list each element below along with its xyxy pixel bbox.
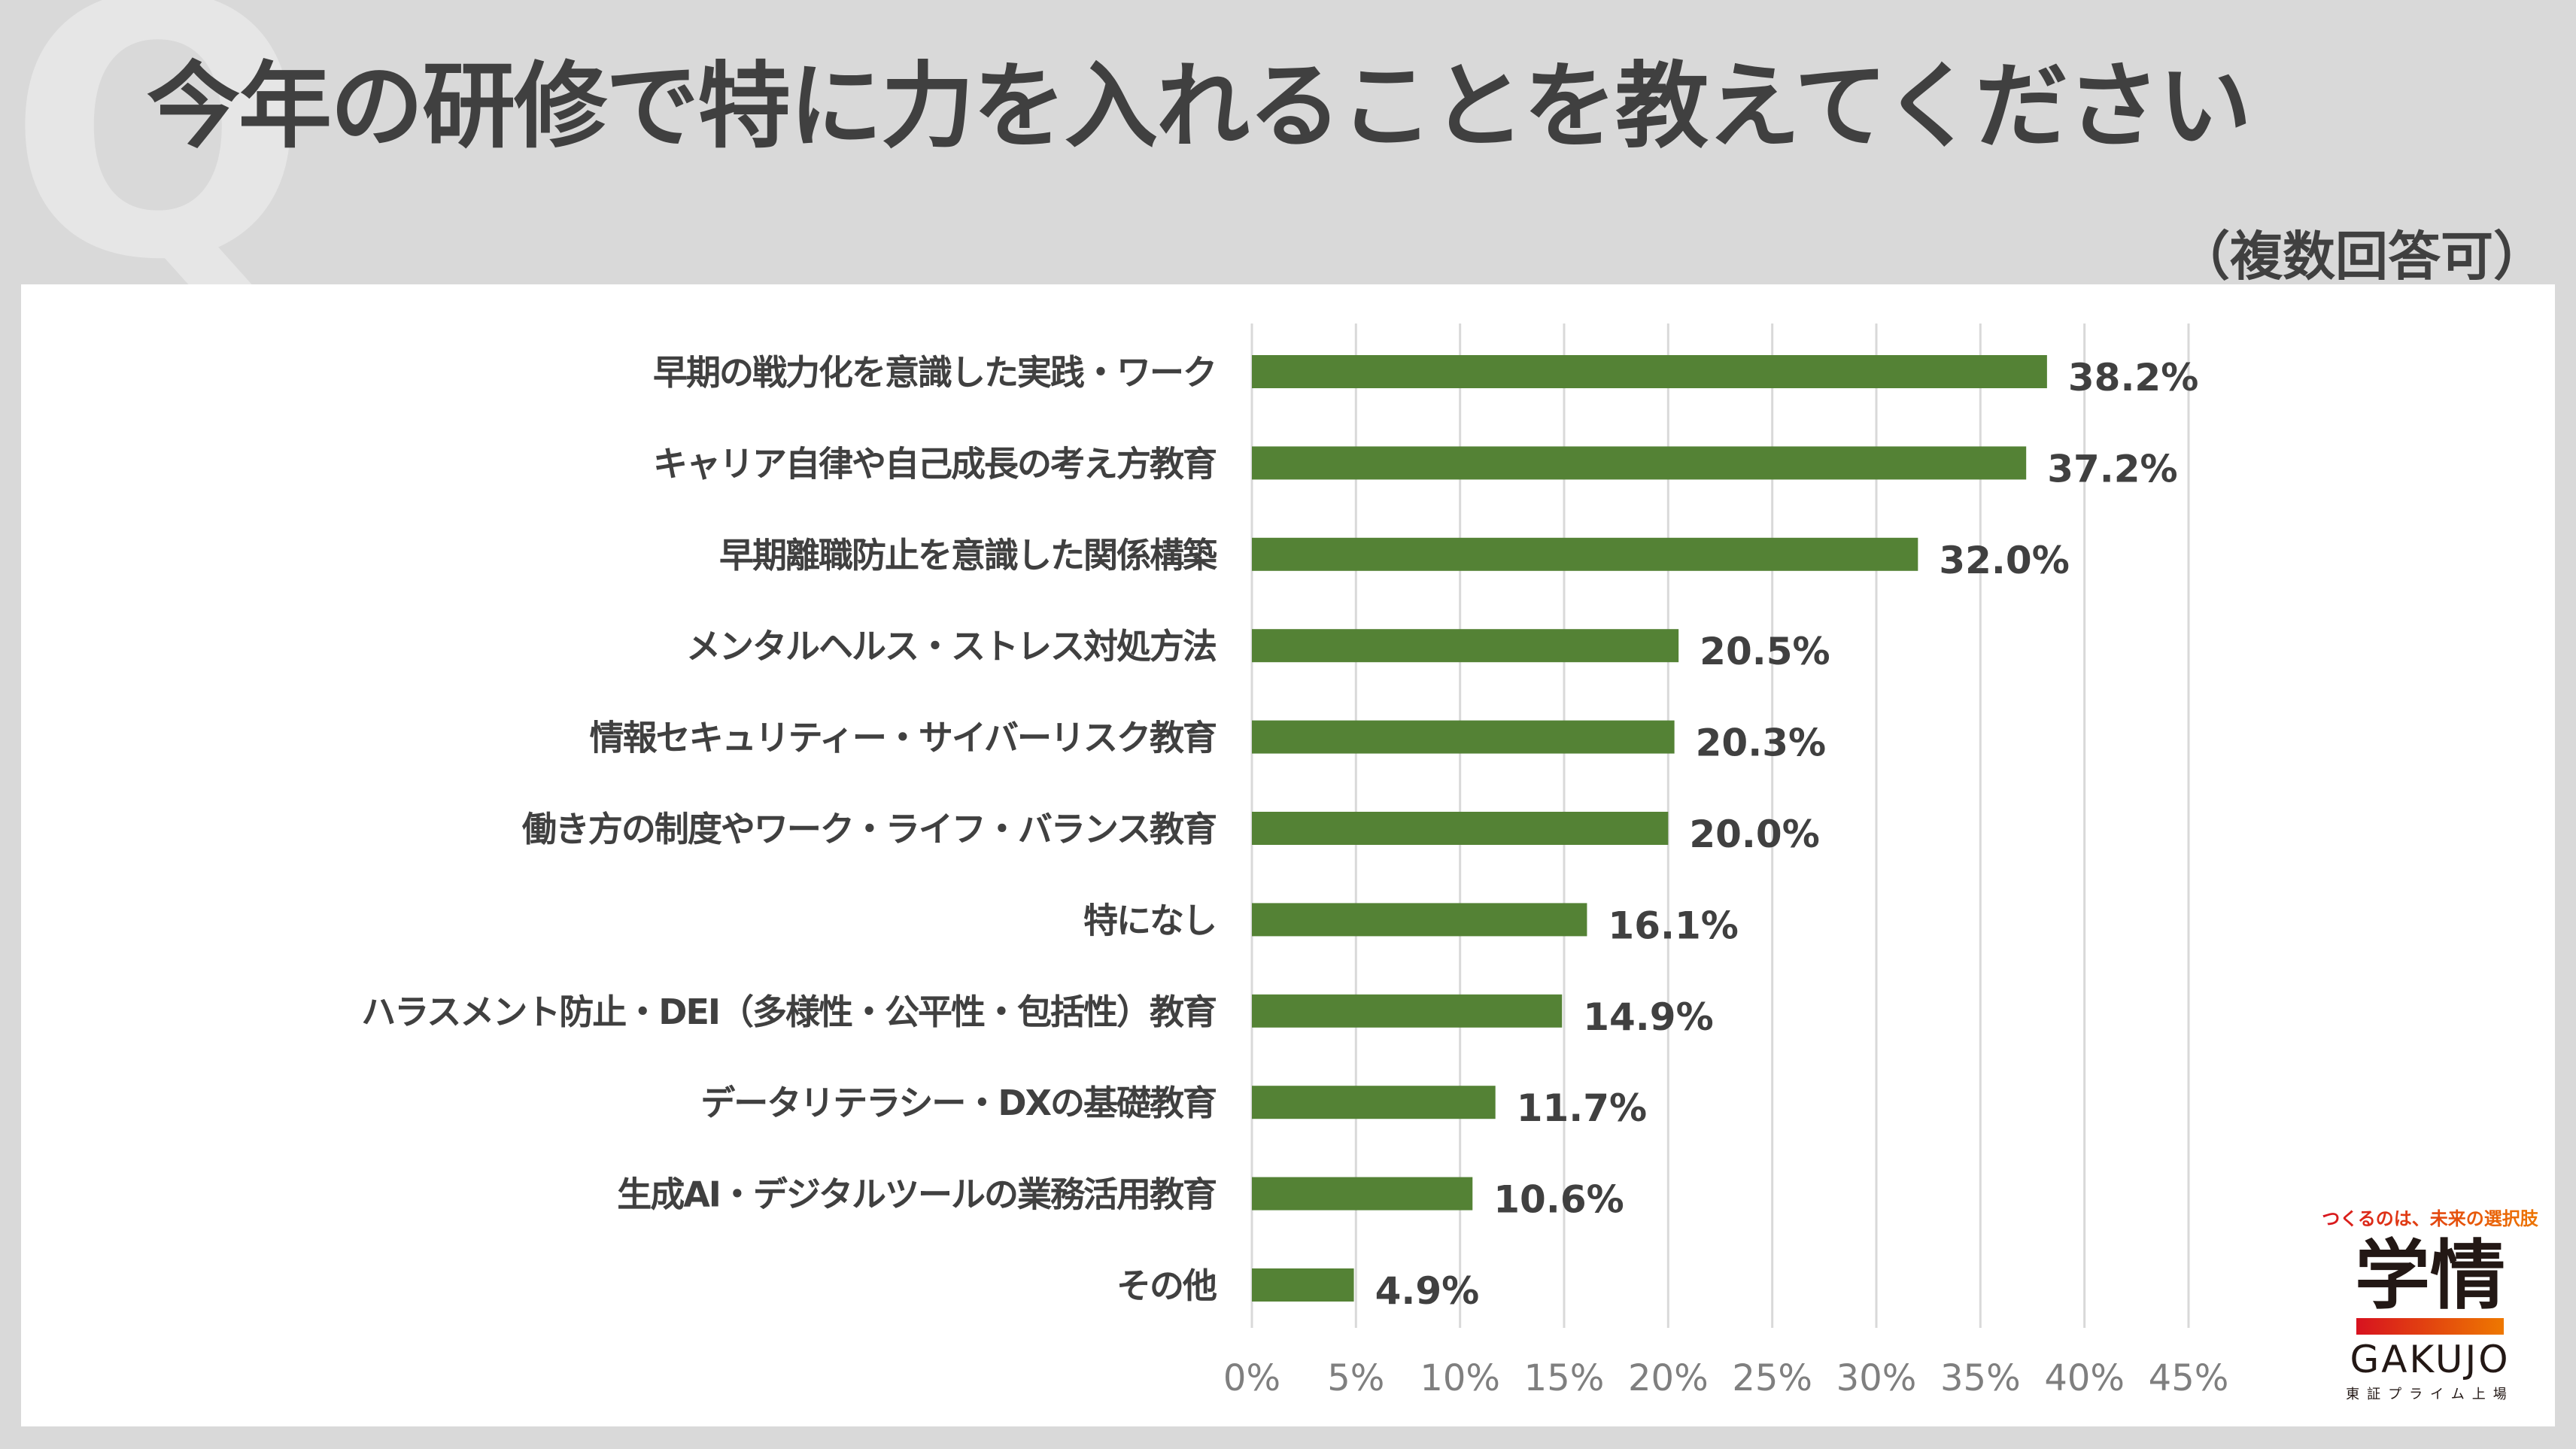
category-label: 特になし bbox=[1083, 900, 1216, 940]
category-label: その他 bbox=[1116, 1265, 1217, 1306]
logo-name-ja: 学情 bbox=[2355, 1232, 2505, 1320]
x-tick-label: 40% bbox=[2044, 1357, 2125, 1399]
bar bbox=[1252, 720, 1675, 754]
bar bbox=[1252, 537, 1918, 571]
logo-name-en: GAKUJO bbox=[2350, 1338, 2511, 1381]
bar bbox=[1252, 1177, 1473, 1211]
bar bbox=[1252, 1268, 1354, 1302]
category-label: メンタルヘルス・ストレス対処方法 bbox=[686, 626, 1217, 667]
logo-tagline: つくるのは、未来の選択肢 bbox=[2317, 1204, 2543, 1230]
x-tick-label: 20% bbox=[1628, 1357, 1709, 1399]
data-label: 20.5% bbox=[1700, 630, 1830, 673]
multiple-answer-note: （複数回答可） bbox=[2177, 226, 2546, 287]
bar bbox=[1252, 446, 2027, 480]
logo-gradient-bar bbox=[2356, 1318, 2504, 1335]
bar bbox=[1252, 355, 2047, 388]
x-tick-label: 5% bbox=[1327, 1357, 1384, 1399]
category-label: 生成AI・デジタルツールの業務活用教育 bbox=[617, 1174, 1216, 1215]
q-watermark: Q bbox=[8, 0, 308, 337]
bar bbox=[1252, 1086, 1496, 1119]
x-tick-label: 25% bbox=[1732, 1357, 1812, 1399]
bar bbox=[1252, 903, 1587, 937]
category-label: 早期離職防止を意識した関係構築 bbox=[719, 535, 1218, 576]
category-label: ハラスメント防止・DEI（多様性・公平性・包括性）教育 bbox=[361, 992, 1216, 1032]
category-label: データリテラシー・DXの基礎教育 bbox=[700, 1083, 1216, 1123]
bar bbox=[1252, 812, 1669, 845]
data-label: 37.2% bbox=[2047, 447, 2177, 491]
bar bbox=[1252, 994, 1563, 1028]
category-label: 早期の戦力化を意識した実践・ワーク bbox=[653, 352, 1216, 393]
category-label: 情報セキュリティー・サイバーリスク教育 bbox=[590, 718, 1216, 758]
x-tick-label: 15% bbox=[1524, 1357, 1605, 1399]
bar bbox=[1252, 629, 1679, 663]
x-tick-label: 0% bbox=[1223, 1357, 1280, 1399]
data-label: 14.9% bbox=[1583, 995, 1713, 1039]
x-tick-label: 30% bbox=[1836, 1357, 1917, 1399]
data-label: 10.6% bbox=[1493, 1178, 1624, 1222]
category-label: キャリア自律や自己成長の考え方教育 bbox=[653, 443, 1216, 484]
data-label: 20.0% bbox=[1689, 813, 1819, 856]
category-label: 働き方の制度やワーク・ライフ・バランス教育 bbox=[522, 809, 1216, 849]
data-label: 20.3% bbox=[1696, 721, 1826, 765]
x-tick-label: 10% bbox=[1420, 1357, 1500, 1399]
page-title: 今年の研修で特に力を入れることを教えてください bbox=[147, 53, 2252, 161]
gakujo-logo: つくるのは、未来の選択肢 学情 GAKUJO 東証プライム上場 bbox=[2317, 1204, 2543, 1403]
data-label: 38.2% bbox=[2068, 356, 2198, 399]
data-label: 4.9% bbox=[1375, 1269, 1480, 1313]
data-label: 32.0% bbox=[1939, 539, 2069, 582]
logo-listing: 東証プライム上場 bbox=[2346, 1387, 2514, 1402]
x-tick-label: 35% bbox=[1940, 1357, 2021, 1399]
data-label: 16.1% bbox=[1608, 904, 1738, 947]
x-tick-label: 45% bbox=[2149, 1357, 2229, 1399]
data-label: 11.7% bbox=[1517, 1086, 1647, 1130]
